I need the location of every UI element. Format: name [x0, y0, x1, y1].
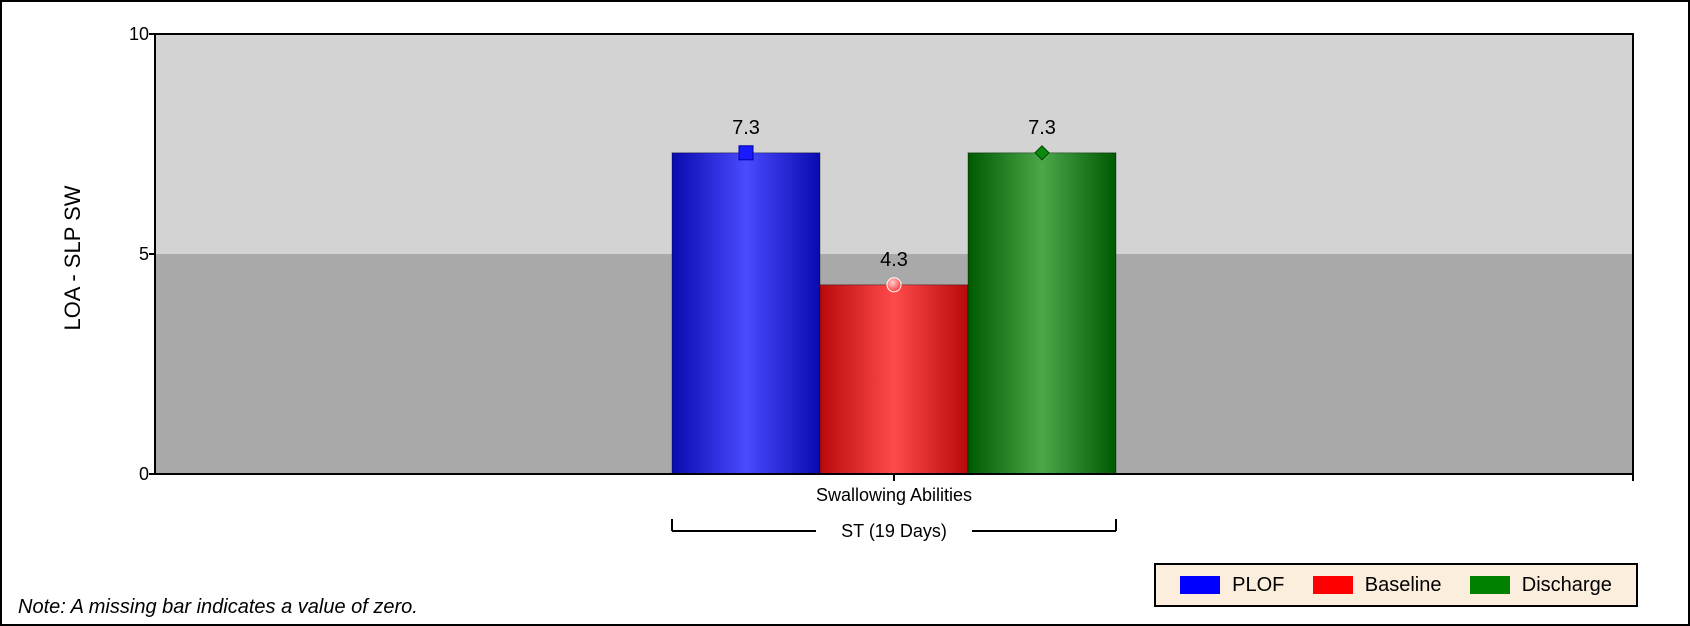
bar-baseline [819, 284, 969, 475]
band-1 [155, 34, 1633, 254]
bar-plof [671, 152, 821, 475]
footnote: Note: A missing bar indicates a value of… [18, 596, 418, 618]
data-label-baseline: 4.3 [880, 249, 908, 271]
marker-baseline [886, 277, 902, 293]
legend: PLOF Baseline Discharge [1154, 563, 1638, 607]
group-label: ST (19 Days) [841, 521, 947, 541]
marker-discharge [1034, 145, 1050, 161]
y-axis-label: LOA - SLP SW [60, 185, 85, 330]
bar-discharge [967, 152, 1117, 475]
legend-swatch-baseline [1312, 576, 1353, 594]
x-tick-label-0: Swallowing Abilities [816, 485, 972, 505]
marker-plof [738, 145, 754, 161]
legend-label-baseline: Baseline [1364, 573, 1442, 596]
legend-swatch-discharge [1469, 576, 1510, 594]
y-tick-label-1: 5 [139, 244, 149, 264]
legend-item-discharge: Discharge [1469, 573, 1612, 597]
y-tick-label-2: 10 [129, 24, 149, 44]
legend-item-baseline: Baseline [1312, 573, 1442, 597]
data-label-plof: 7.3 [732, 117, 760, 139]
legend-item-plof: PLOF [1180, 574, 1284, 597]
legend-label-discharge: Discharge [1521, 573, 1612, 596]
legend-swatch-plof [1180, 576, 1221, 594]
data-label-discharge: 7.3 [1028, 117, 1056, 139]
legend-label-plof: PLOF [1232, 573, 1285, 596]
y-tick-label-0: 0 [139, 464, 149, 484]
